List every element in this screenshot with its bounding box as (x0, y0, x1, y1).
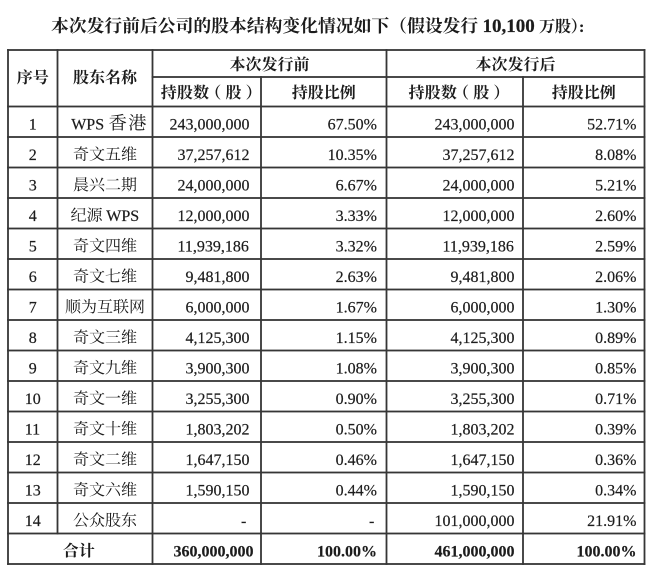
svg-text:12,000,000: 12,000,000 (443, 208, 515, 225)
svg-text:3,255,300: 3,255,300 (451, 391, 515, 408)
svg-text:3,900,300: 3,900,300 (186, 360, 250, 377)
svg-text:2.59%: 2.59% (595, 238, 636, 255)
svg-text:10,100: 10,100 (483, 16, 535, 37)
svg-text:11,939,186: 11,939,186 (178, 238, 249, 255)
svg-text:1,647,150: 1,647,150 (186, 452, 250, 469)
svg-text:3,900,300: 3,900,300 (451, 360, 515, 377)
svg-text:0.85%: 0.85% (595, 360, 636, 377)
svg-text:1.67%: 1.67% (336, 299, 377, 316)
svg-text:11,939,186: 11,939,186 (443, 238, 514, 255)
svg-text:0.90%: 0.90% (336, 391, 377, 408)
svg-text:6: 6 (29, 269, 37, 286)
svg-text:1.30%: 1.30% (595, 299, 636, 316)
svg-text:4,125,300: 4,125,300 (451, 330, 515, 347)
svg-text:11: 11 (25, 421, 40, 438)
svg-text:0.50%: 0.50% (336, 421, 377, 438)
svg-text:5: 5 (29, 238, 37, 255)
svg-text:461,000,000: 461,000,000 (435, 543, 515, 560)
svg-text:7: 7 (29, 299, 37, 316)
svg-text:12: 12 (25, 452, 41, 469)
svg-text:5.21%: 5.21% (595, 177, 636, 194)
svg-text:8.08%: 8.08% (595, 147, 636, 164)
svg-text:52.71%: 52.71% (587, 116, 636, 133)
svg-text:21.91%: 21.91% (587, 513, 636, 530)
svg-text:0.89%: 0.89% (595, 330, 636, 347)
svg-text:100.00%: 100.00% (317, 543, 377, 560)
svg-text:2.06%: 2.06% (595, 269, 636, 286)
svg-text:67.50%: 67.50% (328, 116, 377, 133)
svg-text:2: 2 (29, 147, 37, 164)
svg-text:0.36%: 0.36% (595, 452, 636, 469)
svg-text:13: 13 (25, 482, 41, 499)
svg-text:WPS: WPS (71, 116, 108, 133)
svg-text:360,000,000: 360,000,000 (174, 543, 254, 560)
svg-text:1.08%: 1.08% (336, 360, 377, 377)
svg-text:0.46%: 0.46% (336, 452, 377, 469)
svg-text:37,257,612: 37,257,612 (443, 147, 515, 164)
svg-text:6,000,000: 6,000,000 (186, 299, 250, 316)
svg-text:10: 10 (25, 391, 41, 408)
svg-text:4: 4 (29, 208, 37, 225)
svg-text:1: 1 (29, 116, 37, 133)
svg-text:2.63%: 2.63% (336, 269, 377, 286)
svg-text:1,590,150: 1,590,150 (186, 482, 250, 499)
svg-text:10.35%: 10.35% (328, 147, 377, 164)
svg-text:37,257,612: 37,257,612 (178, 147, 250, 164)
svg-text:6.67%: 6.67% (336, 177, 377, 194)
svg-text:100.00%: 100.00% (577, 543, 637, 560)
svg-text:3,255,300: 3,255,300 (186, 391, 250, 408)
svg-text:243,000,000: 243,000,000 (435, 116, 515, 133)
svg-text::: : (579, 19, 584, 36)
svg-text:-: - (241, 513, 246, 530)
svg-text:3.33%: 3.33% (336, 208, 377, 225)
svg-text:0.39%: 0.39% (595, 421, 636, 438)
svg-text:9,481,800: 9,481,800 (451, 269, 515, 286)
svg-text:0.44%: 0.44% (336, 482, 377, 499)
svg-text:1,803,202: 1,803,202 (186, 421, 250, 438)
svg-text:1,590,150: 1,590,150 (451, 482, 515, 499)
svg-text:24,000,000: 24,000,000 (443, 177, 515, 194)
svg-text:1,803,202: 1,803,202 (451, 421, 515, 438)
svg-text:3: 3 (29, 177, 37, 194)
svg-text:12,000,000: 12,000,000 (178, 208, 250, 225)
svg-text:243,000,000: 243,000,000 (170, 116, 250, 133)
svg-text:1,647,150: 1,647,150 (451, 452, 515, 469)
svg-text:6,000,000: 6,000,000 (451, 299, 515, 316)
svg-text:9: 9 (29, 360, 37, 377)
svg-text:14: 14 (25, 513, 41, 530)
svg-text:24,000,000: 24,000,000 (178, 177, 250, 194)
svg-text:2.60%: 2.60% (595, 208, 636, 225)
svg-text:4,125,300: 4,125,300 (186, 330, 250, 347)
svg-text:0.34%: 0.34% (595, 482, 636, 499)
svg-text:1.15%: 1.15% (336, 330, 377, 347)
svg-text:101,000,000: 101,000,000 (435, 513, 515, 530)
svg-text:9,481,800: 9,481,800 (186, 269, 250, 286)
svg-text:WPS: WPS (103, 208, 140, 225)
svg-text:0.71%: 0.71% (595, 391, 636, 408)
svg-text:-: - (369, 513, 374, 530)
svg-text:3.32%: 3.32% (336, 238, 377, 255)
svg-text:8: 8 (29, 330, 37, 347)
